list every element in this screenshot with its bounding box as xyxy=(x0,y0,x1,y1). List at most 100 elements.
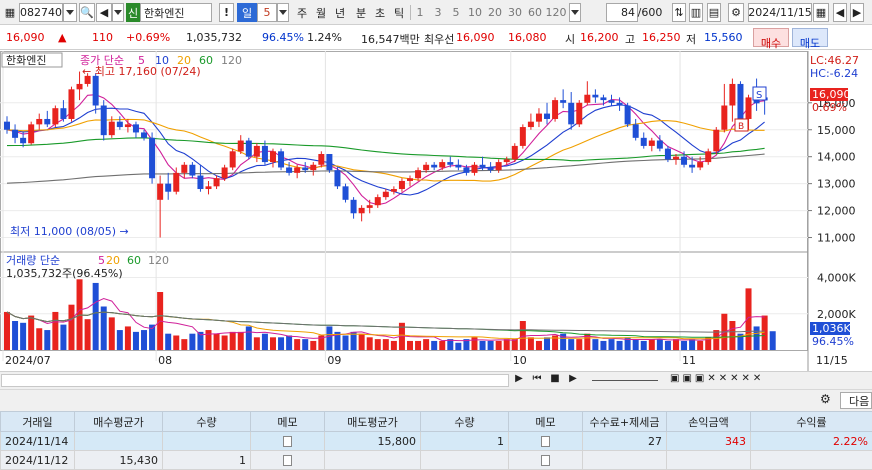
date-input[interactable]: 2024/11/15 xyxy=(748,3,812,22)
speaker-icon[interactable]: ◀ xyxy=(96,3,112,22)
next-icon[interactable]: ▶ xyxy=(850,3,864,22)
vol-legend-ma5: 5 xyxy=(98,254,105,267)
volume-bar xyxy=(391,341,397,350)
volume-bar xyxy=(367,337,373,350)
drawing-tools-icons[interactable]: ▣▣▣✕✕✕✕✕ xyxy=(670,373,764,384)
memo-icon[interactable] xyxy=(509,451,583,470)
period-week-button[interactable]: 주 xyxy=(293,3,311,22)
stock-tag-text: 한화엔진 xyxy=(6,54,46,67)
candle-body xyxy=(12,130,18,138)
table-row[interactable]: 2024/11/14 15,800 1 27 343 2.22% xyxy=(1,432,872,451)
table-row[interactable]: 2024/11/12 15,430 1 xyxy=(1,451,872,470)
volume-bar xyxy=(689,339,695,350)
gear-icon[interactable]: ⚙ xyxy=(820,392,836,409)
candle-body xyxy=(278,151,284,167)
zoom-slider[interactable] xyxy=(592,380,658,381)
period-day-button[interactable]: 일 xyxy=(237,3,257,22)
period-dropdown[interactable] xyxy=(277,3,289,22)
calendar-icon[interactable]: ▦ xyxy=(813,3,829,22)
candle-body xyxy=(326,154,332,170)
period-second-button[interactable]: 초 xyxy=(371,3,389,22)
buy-button[interactable]: 매수 xyxy=(753,28,789,47)
volume-bar xyxy=(713,330,719,350)
save-icon[interactable]: ▤ xyxy=(707,3,721,22)
minute-10-button[interactable]: 10 xyxy=(466,3,484,22)
candle-body xyxy=(230,151,236,167)
search-icon[interactable]: 🔍 xyxy=(79,3,95,22)
volume-bar xyxy=(665,341,671,350)
speaker-dropdown[interactable] xyxy=(112,3,124,22)
volume-legend: 거래량 단순 xyxy=(6,254,60,267)
memo-icon[interactable] xyxy=(251,432,325,451)
chart-type-icon[interactable]: ▥ xyxy=(689,3,703,22)
up-arrow-icon: ▲ xyxy=(58,31,66,44)
scroll-right-icon[interactable]: ▶ xyxy=(512,373,526,388)
volume-bar xyxy=(770,331,776,350)
volume-value: 1,035,732 xyxy=(186,31,242,44)
candle-body xyxy=(391,189,397,192)
legend-ma120: 120 xyxy=(221,54,242,67)
high-price: 16,250 xyxy=(642,31,681,44)
sell-button[interactable]: 매도 xyxy=(792,28,828,47)
stock-chart[interactable]: 11,00012,00013,00014,00015,00016,0002,00… xyxy=(0,51,872,371)
volume-bar xyxy=(592,339,598,350)
x-tick-label: 2024/07 xyxy=(5,354,51,367)
play-icon[interactable]: ▶ xyxy=(566,373,580,388)
pin-icon[interactable]: ▦ xyxy=(3,3,17,22)
period-minute-button[interactable]: 분 xyxy=(352,3,370,22)
volume-bar xyxy=(576,339,582,350)
volume-bar xyxy=(206,330,212,350)
legend-ma60: 60 xyxy=(199,54,213,67)
y-tick-label: 12,000 xyxy=(817,205,856,218)
x-tick-label: 10 xyxy=(513,354,527,367)
gear-icon[interactable]: ⚙ xyxy=(728,3,744,22)
minute-5-button[interactable]: 5 xyxy=(448,3,464,22)
minute-20-button[interactable]: 20 xyxy=(486,3,504,22)
period-tick-button[interactable]: 틱 xyxy=(390,3,408,22)
y-tick-label: 14,000 xyxy=(817,151,856,164)
minute-dropdown[interactable] xyxy=(569,3,581,22)
best-quote-label: 최우선 xyxy=(424,31,454,47)
stock-code-input[interactable]: 082740 xyxy=(19,3,63,22)
max-price-note: ← 최고 17,160 (07/24) xyxy=(82,65,201,78)
candle-body xyxy=(681,157,687,165)
candle-body xyxy=(689,165,695,168)
x-tick-label: 09 xyxy=(327,354,341,367)
candle-body xyxy=(125,124,131,127)
minute-120-button[interactable]: 120 xyxy=(545,3,567,22)
count-input[interactable]: 84 xyxy=(606,3,638,22)
candle-body xyxy=(641,138,647,146)
market-badge: 신 xyxy=(126,3,140,22)
volume-pct-tag: 96.45% xyxy=(812,335,854,348)
minute-60-button[interactable]: 60 xyxy=(526,3,544,22)
next-page-button[interactable]: 다음 xyxy=(840,392,872,409)
volume-bar xyxy=(697,341,703,350)
candle-body xyxy=(705,151,711,162)
stock-name-field[interactable]: 한화엔진 xyxy=(140,3,212,22)
stop-icon[interactable]: ■ xyxy=(548,373,562,388)
rewind-icon[interactable]: ⏮ xyxy=(530,373,544,388)
minute-1-button[interactable]: 1 xyxy=(412,3,428,22)
minute-3-button[interactable]: 3 xyxy=(430,3,446,22)
code-dropdown[interactable] xyxy=(63,3,77,22)
candle-body xyxy=(181,165,187,173)
candle-body xyxy=(383,192,389,197)
memo-icon[interactable] xyxy=(251,451,325,470)
notice-button[interactable]: ! xyxy=(219,3,234,22)
volume-bar xyxy=(633,339,639,350)
best-ask-price: 16,090 xyxy=(456,31,495,44)
zoom-icon[interactable]: ⇅ xyxy=(672,3,686,22)
candle-body xyxy=(600,97,606,100)
period-year-button[interactable]: 년 xyxy=(331,3,349,22)
period-number-input[interactable]: 5 xyxy=(257,3,277,22)
memo-icon[interactable] xyxy=(509,432,583,451)
volume-bar xyxy=(189,334,195,350)
col-pnl: 손익금액 xyxy=(667,412,751,432)
vol-tick-label: 2,000K xyxy=(817,308,856,321)
minute-30-button[interactable]: 30 xyxy=(506,3,524,22)
candle-body xyxy=(367,205,373,208)
lc-value: LC:46.27 xyxy=(810,54,859,67)
prev-icon[interactable]: ◀ xyxy=(833,3,847,22)
horizontal-scrollbar[interactable] xyxy=(1,374,509,387)
period-month-button[interactable]: 월 xyxy=(312,3,330,22)
